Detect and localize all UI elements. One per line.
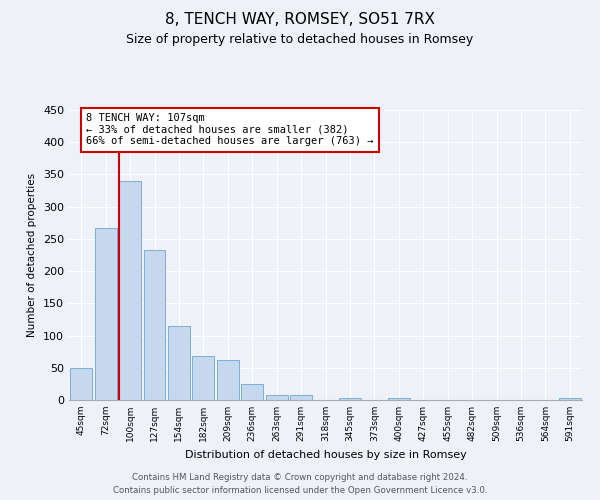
Bar (559, 398, 581, 400)
Bar (95, 228, 116, 400)
Bar (290, 396, 312, 400)
Bar (70, 368, 92, 400)
Text: Contains HM Land Registry data © Crown copyright and database right 2024.
Contai: Contains HM Land Registry data © Crown c… (113, 474, 487, 495)
Text: 8, TENCH WAY, ROMSEY, SO51 7RX: 8, TENCH WAY, ROMSEY, SO51 7RX (165, 12, 435, 28)
Bar (119, 181, 141, 400)
Bar (266, 396, 287, 400)
X-axis label: Distribution of detached houses by size in Romsey: Distribution of detached houses by size … (185, 450, 466, 460)
Bar (168, 326, 190, 400)
Text: Size of property relative to detached houses in Romsey: Size of property relative to detached ho… (127, 32, 473, 46)
Text: 8 TENCH WAY: 107sqm
← 33% of detached houses are smaller (382)
66% of semi-detac: 8 TENCH WAY: 107sqm ← 33% of detached ho… (86, 113, 374, 146)
Bar (339, 398, 361, 400)
Bar (388, 398, 410, 400)
Y-axis label: Number of detached properties: Number of detached properties (28, 173, 37, 337)
Bar (143, 250, 166, 400)
Bar (193, 356, 214, 400)
Bar (241, 384, 263, 400)
Bar (217, 360, 239, 400)
